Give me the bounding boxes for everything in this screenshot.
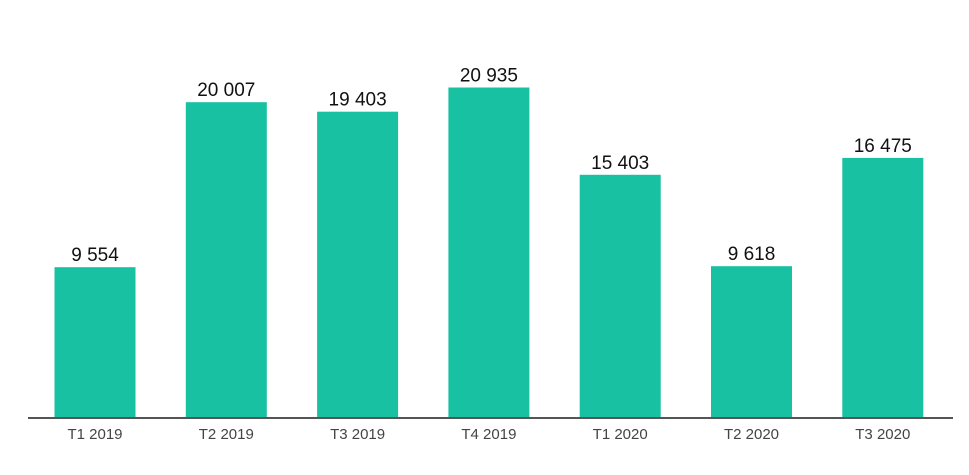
bar-t1-2019 xyxy=(54,267,136,418)
bar-value-label: 20 007 xyxy=(197,80,255,101)
bar-value-label: 15 403 xyxy=(591,153,649,174)
bar-value-label: 9 554 xyxy=(71,245,119,266)
bar-value-label: 19 403 xyxy=(329,90,387,111)
x-tick-label: T2 2019 xyxy=(199,426,254,443)
x-tick-label: T1 2020 xyxy=(593,426,648,443)
x-tick-label: T3 2020 xyxy=(855,426,910,443)
x-tick-label: T4 2019 xyxy=(461,426,516,443)
x-tick-labels-group: T1 2019 T2 2019 T3 2019 T4 2019 T1 2020 T2 20… xyxy=(67,426,910,443)
bar-t1-2020 xyxy=(579,174,661,418)
bar-t3-2019 xyxy=(317,111,399,418)
value-labels-group: 9 554 20 007 19 403 20 935 15 403 9 618 16 475 xyxy=(71,66,912,267)
bar-value-label: 20 935 xyxy=(460,66,518,87)
bar-t3-2020 xyxy=(842,157,924,418)
bar-t2-2019 xyxy=(185,102,267,418)
bar-value-label: 16 475 xyxy=(854,136,912,157)
x-tick-label: T2 2020 xyxy=(724,426,779,443)
x-tick-label: T1 2019 xyxy=(67,426,122,443)
x-tick-label: T3 2019 xyxy=(330,426,385,443)
bar-t4-2019 xyxy=(448,87,530,418)
bars-group xyxy=(54,87,924,418)
bar-t2-2020 xyxy=(711,266,792,418)
bar-value-label: 9 618 xyxy=(728,244,776,265)
